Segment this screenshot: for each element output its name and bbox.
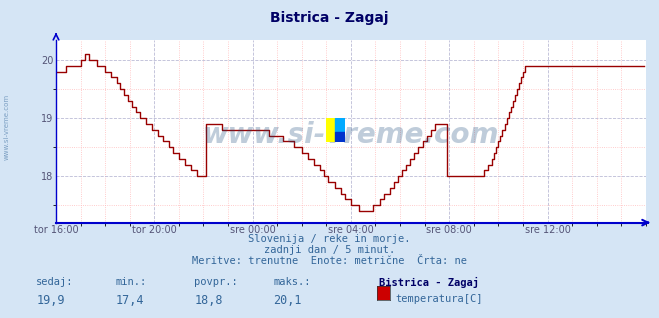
Text: www.si-vreme.com: www.si-vreme.com [3,94,10,160]
Text: 20,1: 20,1 [273,294,302,307]
Text: sedaj:: sedaj: [36,277,74,287]
Text: maks.:: maks.: [273,277,311,287]
Text: min.:: min.: [115,277,146,287]
Bar [326,118,335,142]
Text: Slovenija / reke in morje.: Slovenija / reke in morje. [248,234,411,244]
Text: temperatura[C]: temperatura[C] [395,294,483,304]
Text: zadnji dan / 5 minut.: zadnji dan / 5 minut. [264,245,395,255]
Text: Bistrica - Zagaj: Bistrica - Zagaj [379,277,479,288]
Bar [335,132,345,142]
Bar [335,118,345,132]
Text: Meritve: trenutne  Enote: metrične  Črta: ne: Meritve: trenutne Enote: metrične Črta: … [192,256,467,266]
Text: 17,4: 17,4 [115,294,144,307]
Text: 19,9: 19,9 [36,294,65,307]
Text: www.si-vreme.com: www.si-vreme.com [203,121,499,149]
Text: Bistrica - Zagaj: Bistrica - Zagaj [270,11,389,25]
Text: 18,8: 18,8 [194,294,223,307]
Text: povpr.:: povpr.: [194,277,238,287]
